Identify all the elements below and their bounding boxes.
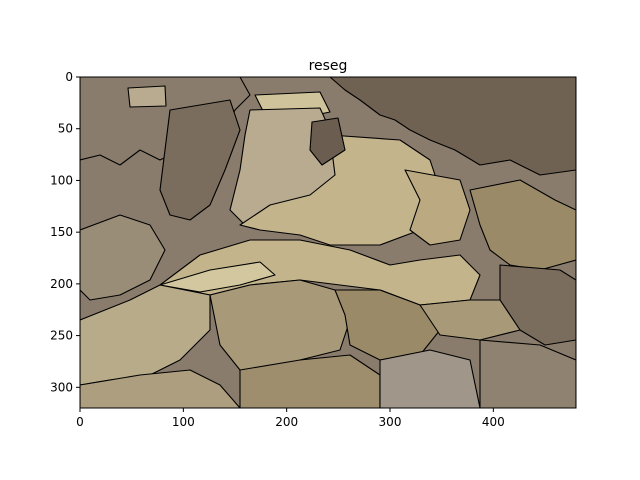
segment-small-cap	[127, 85, 167, 108]
y-tick-label: 300	[50, 380, 73, 394]
x-tick-label: 300	[379, 415, 402, 429]
segment-top-right	[329, 77, 576, 176]
y-tick-label: 250	[50, 329, 73, 343]
segment-dark-patch	[309, 117, 346, 166]
chart-title: reseg	[309, 58, 348, 74]
y-tick-label: 0	[65, 70, 73, 84]
segment-left-bottom	[80, 369, 241, 408]
x-tick-label: 400	[482, 415, 505, 429]
segment-left-patches	[80, 214, 166, 301]
segment-left-mid	[159, 99, 241, 221]
segment-right-lower	[479, 339, 576, 408]
segmentation-image	[80, 77, 576, 408]
plot-frame	[79, 76, 577, 409]
segment-center-lower	[209, 279, 351, 376]
y-tick-label: 200	[50, 277, 73, 291]
y-tick-label: 100	[50, 173, 73, 187]
y-tick-label: 50	[58, 122, 73, 136]
x-tick-label: 100	[172, 415, 195, 429]
segment-gray-bottom	[379, 349, 481, 408]
y-tick-label: 150	[50, 225, 73, 239]
segment-sand-right	[404, 169, 471, 246]
x-tick-label: 200	[275, 415, 298, 429]
x-axis: 0 100 200 300 400	[76, 408, 505, 429]
segment-right-mid-olive	[419, 299, 521, 341]
segment-sand-central	[239, 134, 441, 246]
x-tick-label: 0	[76, 415, 84, 429]
segment-pale-strip	[159, 261, 276, 293]
segment-right-upper	[469, 179, 576, 271]
y-axis: 0 50 100 150 200 250 300	[50, 70, 80, 394]
